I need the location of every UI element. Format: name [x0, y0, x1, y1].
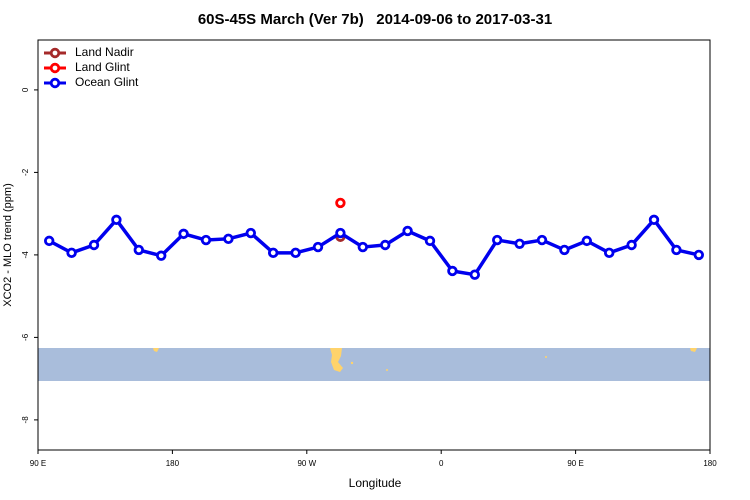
- point: [133, 244, 144, 256]
- point: [268, 247, 279, 259]
- point: [200, 234, 212, 246]
- point: [626, 239, 637, 251]
- point: [514, 238, 525, 249]
- land-shape: [690, 348, 697, 352]
- y-tick-label: -8: [21, 416, 30, 424]
- x-tick-label: 90 E: [30, 459, 46, 468]
- land-shape: [386, 369, 388, 371]
- x-tick-label: 0: [439, 459, 444, 468]
- legend-label: Land Glint: [75, 60, 130, 74]
- land-shape: [350, 361, 354, 365]
- y-tick-label: 0: [21, 87, 30, 92]
- y-tick-label: -2: [21, 168, 30, 176]
- point: [581, 235, 592, 247]
- point: [424, 235, 436, 247]
- land-shape: [153, 348, 159, 352]
- legend-marker: [49, 47, 61, 59]
- x-tick-label: 90 E: [567, 459, 583, 468]
- point: [402, 225, 413, 237]
- point: [604, 247, 615, 259]
- point: [290, 247, 301, 259]
- point: [44, 235, 55, 247]
- point: [648, 214, 660, 226]
- y-tick-label: -4: [21, 251, 30, 259]
- plot-frame: [37, 39, 711, 451]
- point: [469, 269, 480, 280]
- land-shape: [545, 356, 547, 358]
- point: [178, 228, 189, 240]
- legend-label: Ocean Glint: [75, 75, 139, 89]
- map-band: [38, 348, 710, 381]
- point: [559, 244, 570, 256]
- legend-marker: [49, 62, 61, 74]
- point: [111, 214, 122, 226]
- x-tick-label: 180: [703, 459, 717, 468]
- point: [245, 227, 256, 239]
- ocean-band: [38, 348, 710, 381]
- point: [536, 234, 548, 246]
- point: [335, 227, 346, 239]
- x-tick-label: 90 W: [297, 459, 316, 468]
- point: [693, 249, 704, 261]
- y-axis-label: XCO2 - MLO trend (ppm): [2, 183, 14, 306]
- point: [88, 239, 100, 251]
- chart-title: 60S-45S March (Ver 7b) 2014-09-06 to 201…: [198, 11, 552, 28]
- land-shape: [330, 348, 343, 372]
- point: [312, 241, 324, 253]
- point: [223, 233, 234, 245]
- point: [335, 197, 346, 209]
- legend-label: Land Nadir: [75, 45, 134, 59]
- point: [66, 247, 77, 259]
- point: [380, 239, 391, 251]
- point: [155, 250, 167, 261]
- x-axis-label: Longitude: [349, 476, 402, 490]
- point: [492, 234, 503, 246]
- x-tick-label: 180: [166, 459, 180, 468]
- point: [357, 241, 368, 253]
- legend-marker: [49, 77, 61, 89]
- y-tick-label: -6: [21, 333, 30, 341]
- point: [671, 244, 682, 256]
- point: [447, 265, 458, 277]
